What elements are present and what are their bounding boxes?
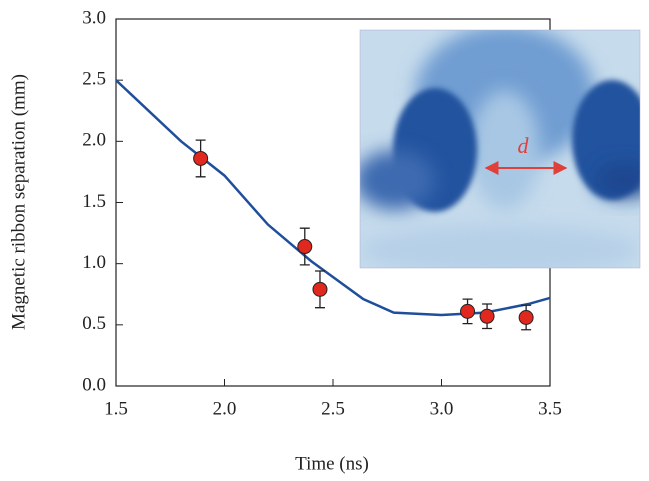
inset-image — [360, 30, 640, 268]
x-axis-label: Time (ns) — [295, 453, 369, 474]
inset-label: d — [518, 133, 530, 158]
x-tick-label: 3.5 — [538, 398, 562, 419]
data-point — [518, 309, 534, 325]
y-tick-label: 1.0 — [82, 252, 106, 273]
data-point — [479, 308, 495, 324]
data-point — [312, 281, 328, 297]
x-tick-label: 2.0 — [213, 398, 237, 419]
x-tick-label: 2.5 — [321, 398, 345, 419]
y-tick-label: 0.5 — [82, 313, 106, 334]
y-tick-label: 3.0 — [82, 7, 106, 28]
x-tick-label: 1.5 — [104, 398, 128, 419]
inset-frame — [359, 29, 641, 269]
data-point — [460, 303, 476, 319]
fit-line — [115, 79, 551, 317]
x-tick-label: 3.0 — [430, 398, 454, 419]
y-tick-label: 0.0 — [82, 374, 106, 395]
y-tick-label: 2.5 — [82, 69, 106, 90]
data-point — [297, 239, 313, 255]
y-tick-label: 1.5 — [82, 191, 106, 212]
data-point — [193, 150, 209, 166]
y-axis-label: Magnetic ribbon separation (mm) — [8, 74, 29, 330]
y-tick-label: 2.0 — [82, 130, 106, 151]
